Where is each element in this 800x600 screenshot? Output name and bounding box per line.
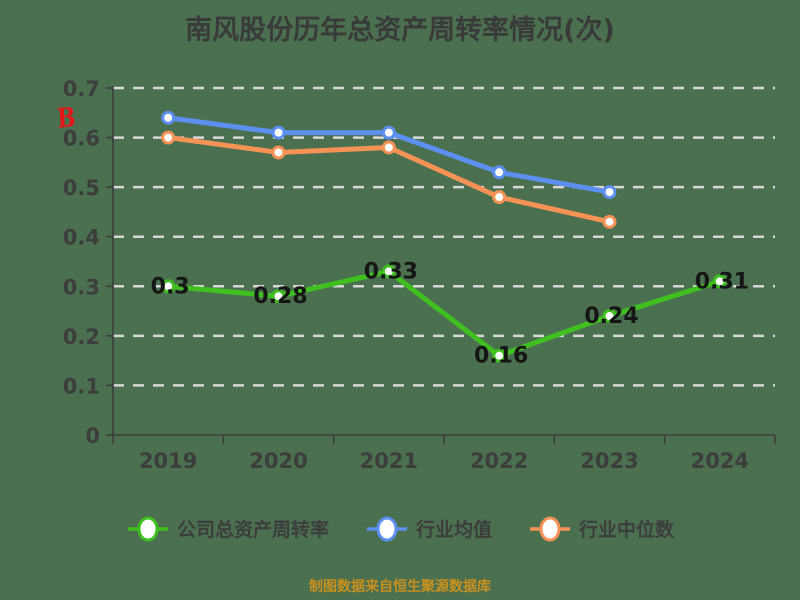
series-point-marker: [161, 110, 176, 125]
series-point-marker: [381, 140, 396, 155]
source-note: 制图数据来自恒生聚源数据库: [309, 579, 491, 595]
data-point-label: 0.31: [695, 269, 749, 294]
chart-legend: 公司总资产周转率 行业均值 行业中位数: [0, 515, 800, 542]
y-tick-label: 0.1: [63, 374, 100, 398]
y-tick-label: 0.3: [63, 275, 100, 299]
legend-label: 行业均值: [415, 519, 492, 541]
series-point-marker: [161, 279, 176, 294]
series-point-marker: [271, 289, 286, 304]
data-series: [161, 110, 727, 363]
legend-marker-icon: [530, 516, 570, 541]
y-axis-tick-labels: 0.7 0.6 0.5 0.4 0.3 0.2 0.1 0: [63, 77, 100, 448]
series-point-marker: [492, 165, 507, 180]
x-tick-label: 2021: [360, 449, 418, 473]
series-point-marker: [381, 264, 396, 279]
data-point-label: 0.16: [474, 344, 528, 369]
axes: [106, 86, 776, 444]
x-axis-tick-labels: 2019 2020 2021 2022 2023 2024: [139, 449, 749, 473]
y-tick-label: 0: [85, 424, 100, 448]
chart-plot-area: 0.70.60.50.40.30.20.10 2019 2020 2021 2022 2…: [63, 77, 776, 473]
series-point-marker: [712, 274, 727, 289]
series-point-marker: [381, 125, 396, 140]
x-tick-label: 2022: [470, 449, 528, 473]
series-point-marker: [492, 190, 507, 205]
y-tick-label: 0.6: [63, 127, 100, 151]
series-point-marker: [271, 125, 286, 140]
data-point-label: 0.33: [364, 259, 418, 284]
data-point-labels: 0.3 0.28 0.33 0.16 0.24 0.31: [151, 259, 749, 368]
legend-label: 公司总资产周转率: [176, 519, 329, 541]
legend-item-1[interactable]: 行业均值: [365, 515, 492, 542]
series-point-marker: [271, 145, 286, 160]
x-tick-label: 2020: [249, 449, 307, 473]
legend-label: 行业中位数: [579, 519, 675, 541]
data-point-label: 0.3: [151, 274, 190, 299]
series-point-marker: [602, 214, 617, 229]
legend-item-2[interactable]: 行业中位数: [528, 515, 674, 542]
data-point-label: 0.24: [584, 304, 638, 329]
y-tick-label: 0.2: [63, 325, 100, 349]
series-point-marker: [161, 130, 176, 145]
chart-title: 南风股份历年总资产周转率情况(次): [185, 15, 615, 46]
series-line: [165, 268, 723, 359]
legend-marker-icon: [127, 516, 168, 541]
x-tick-label: 2024: [691, 449, 749, 473]
legend-item-0[interactable]: 公司总资产周转率: [126, 515, 329, 542]
x-tick-label: 2023: [580, 449, 638, 473]
y-tick-label: 0.7: [63, 77, 100, 101]
series-point-marker: [602, 309, 617, 324]
series-point-marker: [492, 348, 507, 363]
y-tick-label: 0.5: [63, 176, 100, 200]
x-tick-label: 2019: [139, 449, 197, 473]
data-point-label: 0.28: [253, 284, 307, 309]
grid-lines: [113, 86, 775, 387]
legend-marker-icon: [366, 516, 407, 541]
series-point-marker: [602, 185, 617, 200]
y-tick-label: 0.4: [63, 226, 100, 250]
